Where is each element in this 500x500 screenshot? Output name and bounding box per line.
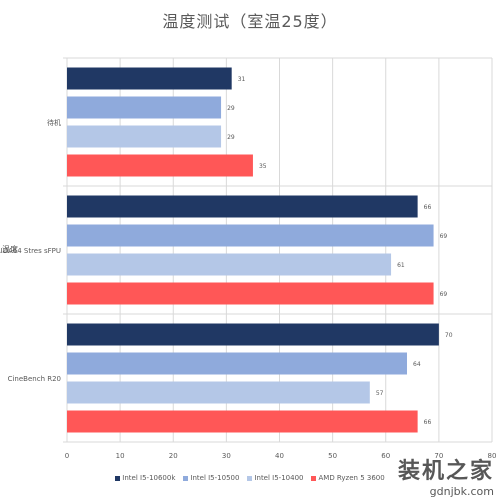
bar <box>67 224 434 247</box>
y-axis-title: 温度 <box>2 245 18 254</box>
x-tick-label: 80 <box>488 452 497 460</box>
legend-label: Intel I5-10400 <box>254 474 304 482</box>
data-label: 31 <box>238 76 246 83</box>
legend: Intel I5-10600k Intel I5-10500 Intel I5-10… <box>0 474 500 482</box>
legend-item: Intel I5-10500 <box>183 474 239 482</box>
data-label: 64 <box>413 361 421 368</box>
legend-label: AMD Ryzen 5 3600 <box>318 474 385 482</box>
x-tick-label: 0 <box>65 452 69 460</box>
data-label: 35 <box>259 163 267 170</box>
legend-item: AMD Ryzen 5 3600 <box>311 474 385 482</box>
x-tick-label: 20 <box>169 452 178 460</box>
legend-swatch <box>115 475 121 481</box>
bar <box>67 381 370 404</box>
data-label: 66 <box>424 204 432 211</box>
x-tick-label: 30 <box>222 452 231 460</box>
bar <box>67 253 392 276</box>
category-label: CineBench R20 <box>8 375 61 383</box>
x-tick-label: 50 <box>328 452 337 460</box>
data-label: 69 <box>440 233 448 240</box>
data-label: 61 <box>397 262 405 269</box>
x-tick-label: 40 <box>275 452 284 460</box>
data-label: 66 <box>424 419 432 426</box>
data-label: 70 <box>445 332 453 339</box>
legend-swatch <box>183 475 189 481</box>
bar <box>67 125 222 148</box>
category-label: AIDA64 Stres sFPU <box>0 247 61 255</box>
data-label: 69 <box>440 291 448 298</box>
legend-item: Intel I5-10600k <box>115 474 175 482</box>
legend-swatch <box>311 475 317 481</box>
bar <box>67 154 253 177</box>
x-tick-label: 60 <box>381 452 390 460</box>
legend-label: Intel I5-10500 <box>190 474 240 482</box>
data-label: 29 <box>227 134 235 141</box>
watermark-logo-text: 装机之家 <box>397 458 494 484</box>
bar <box>67 195 418 218</box>
bar <box>67 410 418 433</box>
x-tick-label: 70 <box>434 452 443 460</box>
bar <box>67 323 439 346</box>
category-label: 待机 <box>47 118 61 127</box>
bar <box>67 352 407 375</box>
x-tick-label: 10 <box>116 452 125 460</box>
legend-swatch <box>247 475 253 481</box>
watermark-url: gdnjbk.com <box>429 485 494 498</box>
bar <box>67 282 434 305</box>
data-label: 57 <box>376 390 384 397</box>
watermark: 装机之家 gdnjbk.com <box>398 453 494 498</box>
legend-label: Intel I5-10600k <box>122 474 176 482</box>
bar <box>67 96 222 119</box>
chart-title: 温度测试（室温25度） <box>162 12 338 31</box>
legend-item: Intel I5-10400 <box>247 474 303 482</box>
bar <box>67 67 232 90</box>
data-label: 29 <box>227 105 235 112</box>
